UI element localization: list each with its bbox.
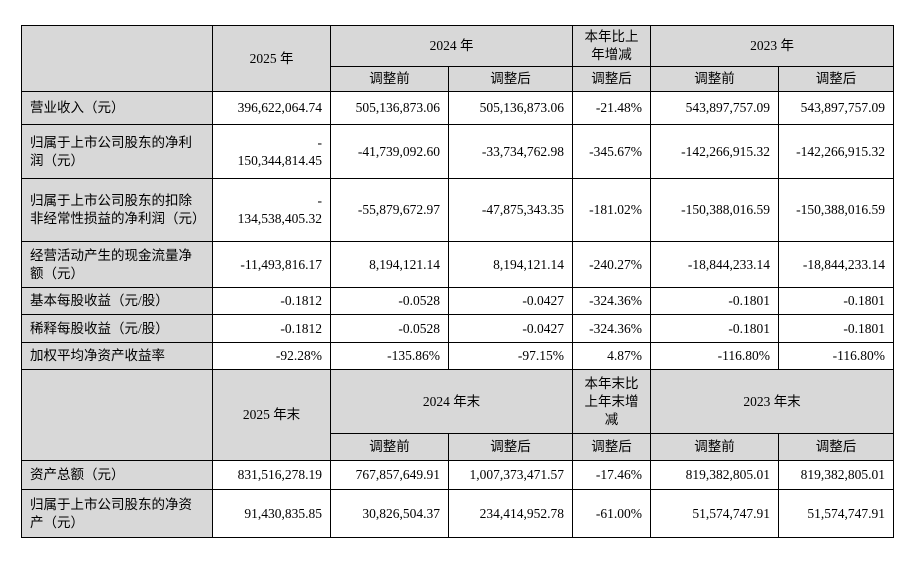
cell-2024-before: 505,136,873.06 [330,91,449,126]
col-header-2023-end: 2023 年末 [650,369,894,435]
cell-yoy: -240.27% [572,241,651,289]
cell-yoy: -181.02% [572,178,651,243]
col-header-yoy: 本年比上 年增减 [572,24,651,68]
balance-header-row-adjust: 调整前 调整后 调整后 调整前 调整后 [22,433,894,462]
cell-2024-after: -33,734,762.98 [448,124,573,180]
cell-2023-after: -18,844,233.14 [778,241,894,289]
subheader-2023-before: 调整前 [650,433,779,462]
cell-2024-before: 767,857,649.91 [330,460,449,491]
col-header-2024-end: 2024 年末 [330,369,573,435]
col-header-2025: 2025 年 [212,24,331,93]
row-label: 经营活动产生的现金流量净额（元） [21,241,213,289]
cell-2024-after: 505,136,873.06 [448,91,573,126]
table-row: 归属于上市公司股东的扣除非经常性损益的净利润（元） - 134,538,405.… [21,178,894,243]
income-header-row-years: 2025 年 2024 年 本年比上 年增减 2023 年 [21,24,894,93]
cell-2023-after: 819,382,805.01 [778,460,894,491]
row-label: 资产总额（元） [21,460,213,491]
cell-2024-after: 1,007,373,471.57 [448,460,573,491]
cell-2025: - 150,344,814.45 [212,124,331,180]
subheader-2024-before: 调整前 [330,433,449,462]
cell-2024-before: -135.86% [330,342,449,371]
row-label: 归属于上市公司股东的扣除非经常性损益的净利润（元） [21,178,213,243]
cell-2023-before: -150,388,016.59 [650,178,779,243]
subheader-2024-after: 调整后 [448,433,573,462]
table-row: 经营活动产生的现金流量净额（元） -11,493,816.17 8,194,12… [21,241,894,289]
row-label: 营业收入（元） [21,91,213,126]
income-header-row-adjust: 调整前 调整后 调整后 调整前 调整后 [22,66,894,93]
col-header-2025-end: 2025 年末 [212,369,331,462]
balance-header-row-years: 2025 年末 2024 年末 本年末比 上年末增 减 2023 年末 [21,369,894,462]
cell-2023-before: 819,382,805.01 [650,460,779,491]
subheader-2024-before: 调整前 [330,66,449,93]
cell-2023-before: -142,266,915.32 [650,124,779,180]
table-row: 加权平均净资产收益率 -92.28% -135.86% -97.15% 4.87… [21,342,894,371]
cell-2023-after: -142,266,915.32 [778,124,894,180]
table-row: 归属于上市公司股东的净资产（元） 91,430,835.85 30,826,50… [21,489,894,539]
cell-2024-after: -47,875,343.35 [448,178,573,243]
table-row: 资产总额（元） 831,516,278.19 767,857,649.91 1,… [21,460,894,491]
cell-2023-before: -0.1801 [650,287,779,316]
cell-yoy: 4.87% [572,342,651,371]
cell-2024-before: -0.0528 [330,314,449,344]
cell-2023-after: -116.80% [778,342,894,371]
subheader-yoy-after: 调整后 [572,66,651,93]
cell-2024-after: -97.15% [448,342,573,371]
cell-yoy: -61.00% [572,489,651,539]
cell-2025: -0.1812 [212,287,331,316]
row-label: 加权平均净资产收益率 [21,342,213,371]
cell-2025: 396,622,064.74 [212,91,331,126]
financial-summary-table: 2025 年 2024 年 本年比上 年增减 2023 年 调整前 调整后 调整… [21,24,894,539]
cell-2023-after: -0.1801 [778,287,894,316]
cell-2025: -92.28% [212,342,331,371]
table-row: 稀释每股收益（元/股） -0.1812 -0.0528 -0.0427 -324… [21,314,894,344]
row-label: 归属于上市公司股东的净利润（元） [21,124,213,180]
subheader-2023-after: 调整后 [778,66,894,93]
table-row: 归属于上市公司股东的净利润（元） - 150,344,814.45 -41,73… [21,124,894,180]
cell-yoy: -345.67% [572,124,651,180]
cell-2023-after: 51,574,747.91 [778,489,894,539]
cell-yoy: -324.36% [572,314,651,344]
cell-2023-before: -18,844,233.14 [650,241,779,289]
cell-2024-after: -0.0427 [448,287,573,316]
subheader-2023-after: 调整后 [778,433,894,462]
row-label: 归属于上市公司股东的净资产（元） [21,489,213,539]
cell-2023-before: -0.1801 [650,314,779,344]
subheader-yoy-after: 调整后 [572,433,651,462]
cell-2025: 831,516,278.19 [212,460,331,491]
corner-cell [21,369,213,462]
cell-2023-before: -116.80% [650,342,779,371]
cell-yoy: -17.46% [572,460,651,491]
cell-2024-after: -0.0427 [448,314,573,344]
col-header-yoy-end: 本年末比 上年末增 减 [572,369,651,435]
cell-2024-after: 234,414,952.78 [448,489,573,539]
cell-2023-after: -150,388,016.59 [778,178,894,243]
cell-2023-before: 543,897,757.09 [650,91,779,126]
cell-2023-before: 51,574,747.91 [650,489,779,539]
subheader-2023-before: 调整前 [650,66,779,93]
col-header-2023: 2023 年 [650,24,894,68]
cell-2024-before: 8,194,121.14 [330,241,449,289]
cell-yoy: -21.48% [572,91,651,126]
cell-2024-before: -0.0528 [330,287,449,316]
table-row: 营业收入（元） 396,622,064.74 505,136,873.06 50… [21,91,894,126]
cell-2023-after: -0.1801 [778,314,894,344]
cell-2024-before: -41,739,092.60 [330,124,449,180]
cell-2025: - 134,538,405.32 [212,178,331,243]
cell-2025: 91,430,835.85 [212,489,331,539]
cell-2024-before: -55,879,672.97 [330,178,449,243]
row-label: 稀释每股收益（元/股） [21,314,213,344]
cell-yoy: -324.36% [572,287,651,316]
row-label: 基本每股收益（元/股） [21,287,213,316]
col-header-2024: 2024 年 [330,24,573,68]
cell-2025: -11,493,816.17 [212,241,331,289]
cell-2023-after: 543,897,757.09 [778,91,894,126]
subheader-2024-after: 调整后 [448,66,573,93]
cell-2025: -0.1812 [212,314,331,344]
cell-2024-before: 30,826,504.37 [330,489,449,539]
corner-cell [21,24,213,93]
table-row: 基本每股收益（元/股） -0.1812 -0.0528 -0.0427 -324… [21,287,894,316]
cell-2024-after: 8,194,121.14 [448,241,573,289]
